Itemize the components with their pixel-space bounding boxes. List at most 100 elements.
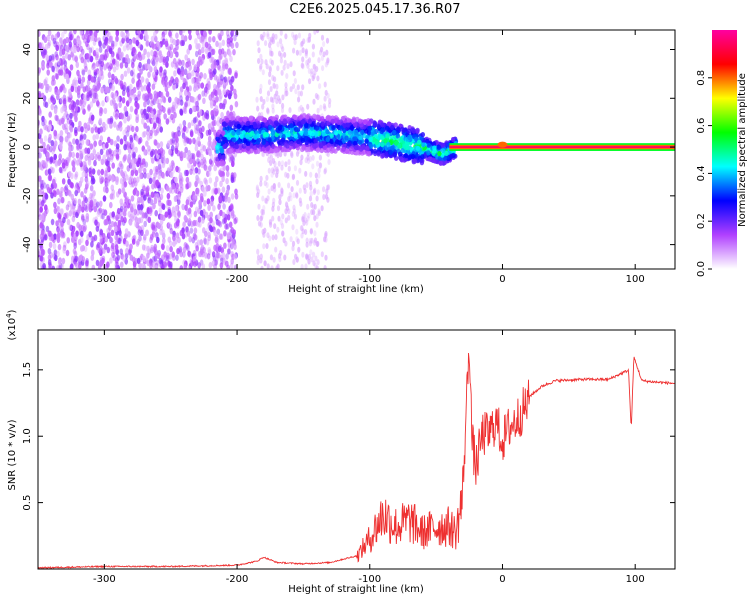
spectrogram-signal	[289, 123, 294, 129]
spectrogram-speckle	[218, 81, 223, 88]
spectrogram-signal	[385, 133, 390, 139]
spectrogram-speckle	[216, 228, 221, 235]
colorbar	[712, 30, 737, 269]
spectrogram-speckle	[73, 242, 77, 249]
spectrogram-speckle	[281, 102, 285, 109]
spectrogram-speckle	[145, 39, 150, 47]
spectrogram-speckle	[61, 257, 66, 265]
spectrogram-speckle	[51, 65, 55, 73]
spectrogram-speckle	[225, 223, 230, 230]
spectrogram-speckle	[63, 87, 67, 94]
spectrogram-speckle	[86, 121, 90, 129]
spectrogram-speckle	[159, 218, 164, 226]
spectrogram-speckle	[197, 82, 201, 89]
spectrogram-speckle	[221, 252, 226, 259]
spectrogram-signal	[438, 160, 443, 166]
spectrogram-speckle	[269, 50, 273, 57]
spectrogram-speckle	[166, 140, 171, 147]
spectrogram-speckle	[219, 102, 223, 110]
spectrogram-speckle	[52, 253, 57, 260]
spectrogram-speckle	[221, 211, 226, 219]
spectrogram-speckle	[189, 168, 193, 175]
spectrogram-speckle	[318, 154, 322, 161]
spectrogram-carrier-core	[449, 146, 675, 148]
spectrogram-speckle	[93, 31, 98, 38]
spectrogram-speckle	[110, 184, 115, 191]
spectrogram-speckle	[42, 160, 46, 167]
spectrogram-speckle	[173, 211, 177, 218]
spectrogram-speckle	[315, 195, 319, 202]
spectrogram-speckle	[312, 189, 316, 195]
spectrogram-speckle	[102, 143, 106, 151]
spectrogram-speckle	[165, 118, 170, 125]
spectrogram-speckle	[151, 59, 156, 67]
spectrogram-speckle	[160, 154, 165, 161]
spectrogram-speckle	[125, 31, 130, 38]
spectrogram-speckle	[213, 83, 217, 91]
spectrogram-speckle	[182, 106, 187, 113]
spectrogram-speckle	[83, 161, 88, 168]
spectrogram-signal	[325, 129, 330, 135]
spectrogram-speckle	[138, 54, 143, 61]
spectrogram-speckle	[69, 119, 73, 126]
spectrogram-speckle	[61, 31, 65, 39]
spectrogram-speckle	[195, 174, 199, 181]
spectrogram-speckle	[70, 182, 74, 189]
spectrogram-speckle	[215, 40, 219, 48]
spectrogram-speckle	[175, 254, 179, 261]
spectrogram-speckle	[150, 246, 154, 254]
spectrogram-speckle	[118, 125, 123, 132]
spectrogram-speckle	[271, 215, 275, 222]
spectrogram-speckle	[213, 74, 218, 81]
spectrogram-speckle	[257, 220, 262, 227]
spectrogram-speckle	[256, 248, 260, 255]
spectrogram-speckle	[66, 113, 70, 121]
spectrogram-speckle	[268, 71, 272, 78]
spectrogram-speckle	[179, 30, 183, 36]
spectrogram-speckle	[115, 30, 120, 37]
y-tick-label: 0	[22, 144, 33, 150]
spectrogram-speckle	[85, 260, 89, 267]
spectrogram-speckle	[43, 36, 48, 43]
spectrogram-speckle	[119, 138, 124, 145]
spectrogram-speckle	[126, 125, 131, 132]
spectrogram-speckle	[184, 54, 188, 61]
spectrogram-speckle	[234, 101, 239, 108]
spectrogram-speckle	[295, 228, 299, 235]
spectrogram-speckle	[64, 184, 69, 191]
spectrogram-speckle	[191, 58, 195, 66]
spectrogram-speckle	[186, 230, 191, 237]
spectrogram-speckle	[151, 83, 156, 90]
spectrogram-speckle	[205, 110, 210, 117]
spectrogram-speckle	[189, 130, 194, 138]
spectrogram-speckle	[121, 57, 126, 64]
snr-series-line	[38, 352, 675, 569]
spectrogram-speckle	[38, 163, 43, 170]
spectrogram-speckle	[304, 52, 308, 59]
spectrogram-speckle	[275, 172, 279, 179]
spectrogram-speckle	[156, 127, 160, 134]
spectrogram-speckle	[62, 247, 66, 254]
spectrogram-speckle	[136, 30, 141, 34]
spectrogram-speckle	[225, 260, 229, 267]
spectrogram-speckle	[223, 51, 227, 58]
spectrogram-speckle	[82, 133, 87, 140]
spectrogram-speckle	[137, 229, 142, 236]
spectrogram-speckle	[115, 176, 119, 183]
spectrogram-signal	[312, 113, 317, 119]
x-tick-label: -200	[226, 574, 249, 585]
spectrogram-speckle	[93, 205, 98, 213]
spectrogram-speckle	[78, 180, 83, 187]
spectrogram-speckle	[139, 196, 143, 204]
snr-y-ticks: 0.51.01.5	[22, 362, 675, 511]
spectrogram-speckle	[298, 167, 302, 174]
spectrogram-speckle	[147, 87, 151, 94]
spectrogram-speckle	[200, 46, 205, 54]
spectrogram-speckle	[85, 239, 89, 246]
spectrogram-speckle	[71, 47, 76, 54]
spectrogram-speckle	[132, 86, 137, 94]
spectrogram-speckle	[145, 34, 149, 41]
spectrogram-speckle	[150, 97, 155, 104]
spectrogram-speckle	[230, 193, 235, 200]
spectrogram-speckle	[295, 49, 299, 56]
